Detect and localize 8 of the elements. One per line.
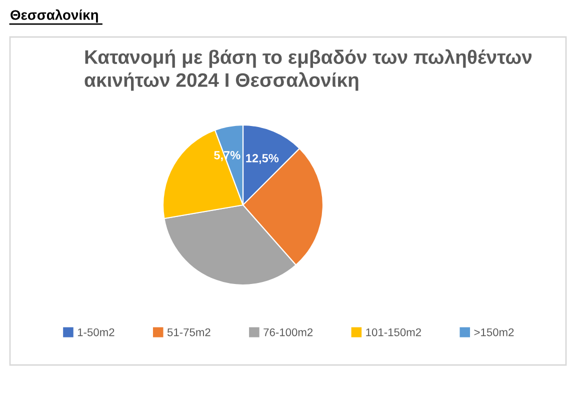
legend-label: >150m2 (474, 328, 514, 336)
legend-label: 76-100m2 (264, 328, 313, 336)
chart-title: Κατανομή με βάση το εμβαδόν των πωληθέντων ακινήτων 2024 Ι Θεσσαλονίκη (84, 49, 532, 91)
legend-label: 101-150m2 (366, 328, 421, 336)
text: Θεσσαλονίκη (10, 9, 98, 23)
data-label: 12,5% (246, 154, 279, 164)
legend-label: 51-75m2 (167, 328, 210, 336)
legend-label: 1-50m2 (78, 328, 114, 336)
